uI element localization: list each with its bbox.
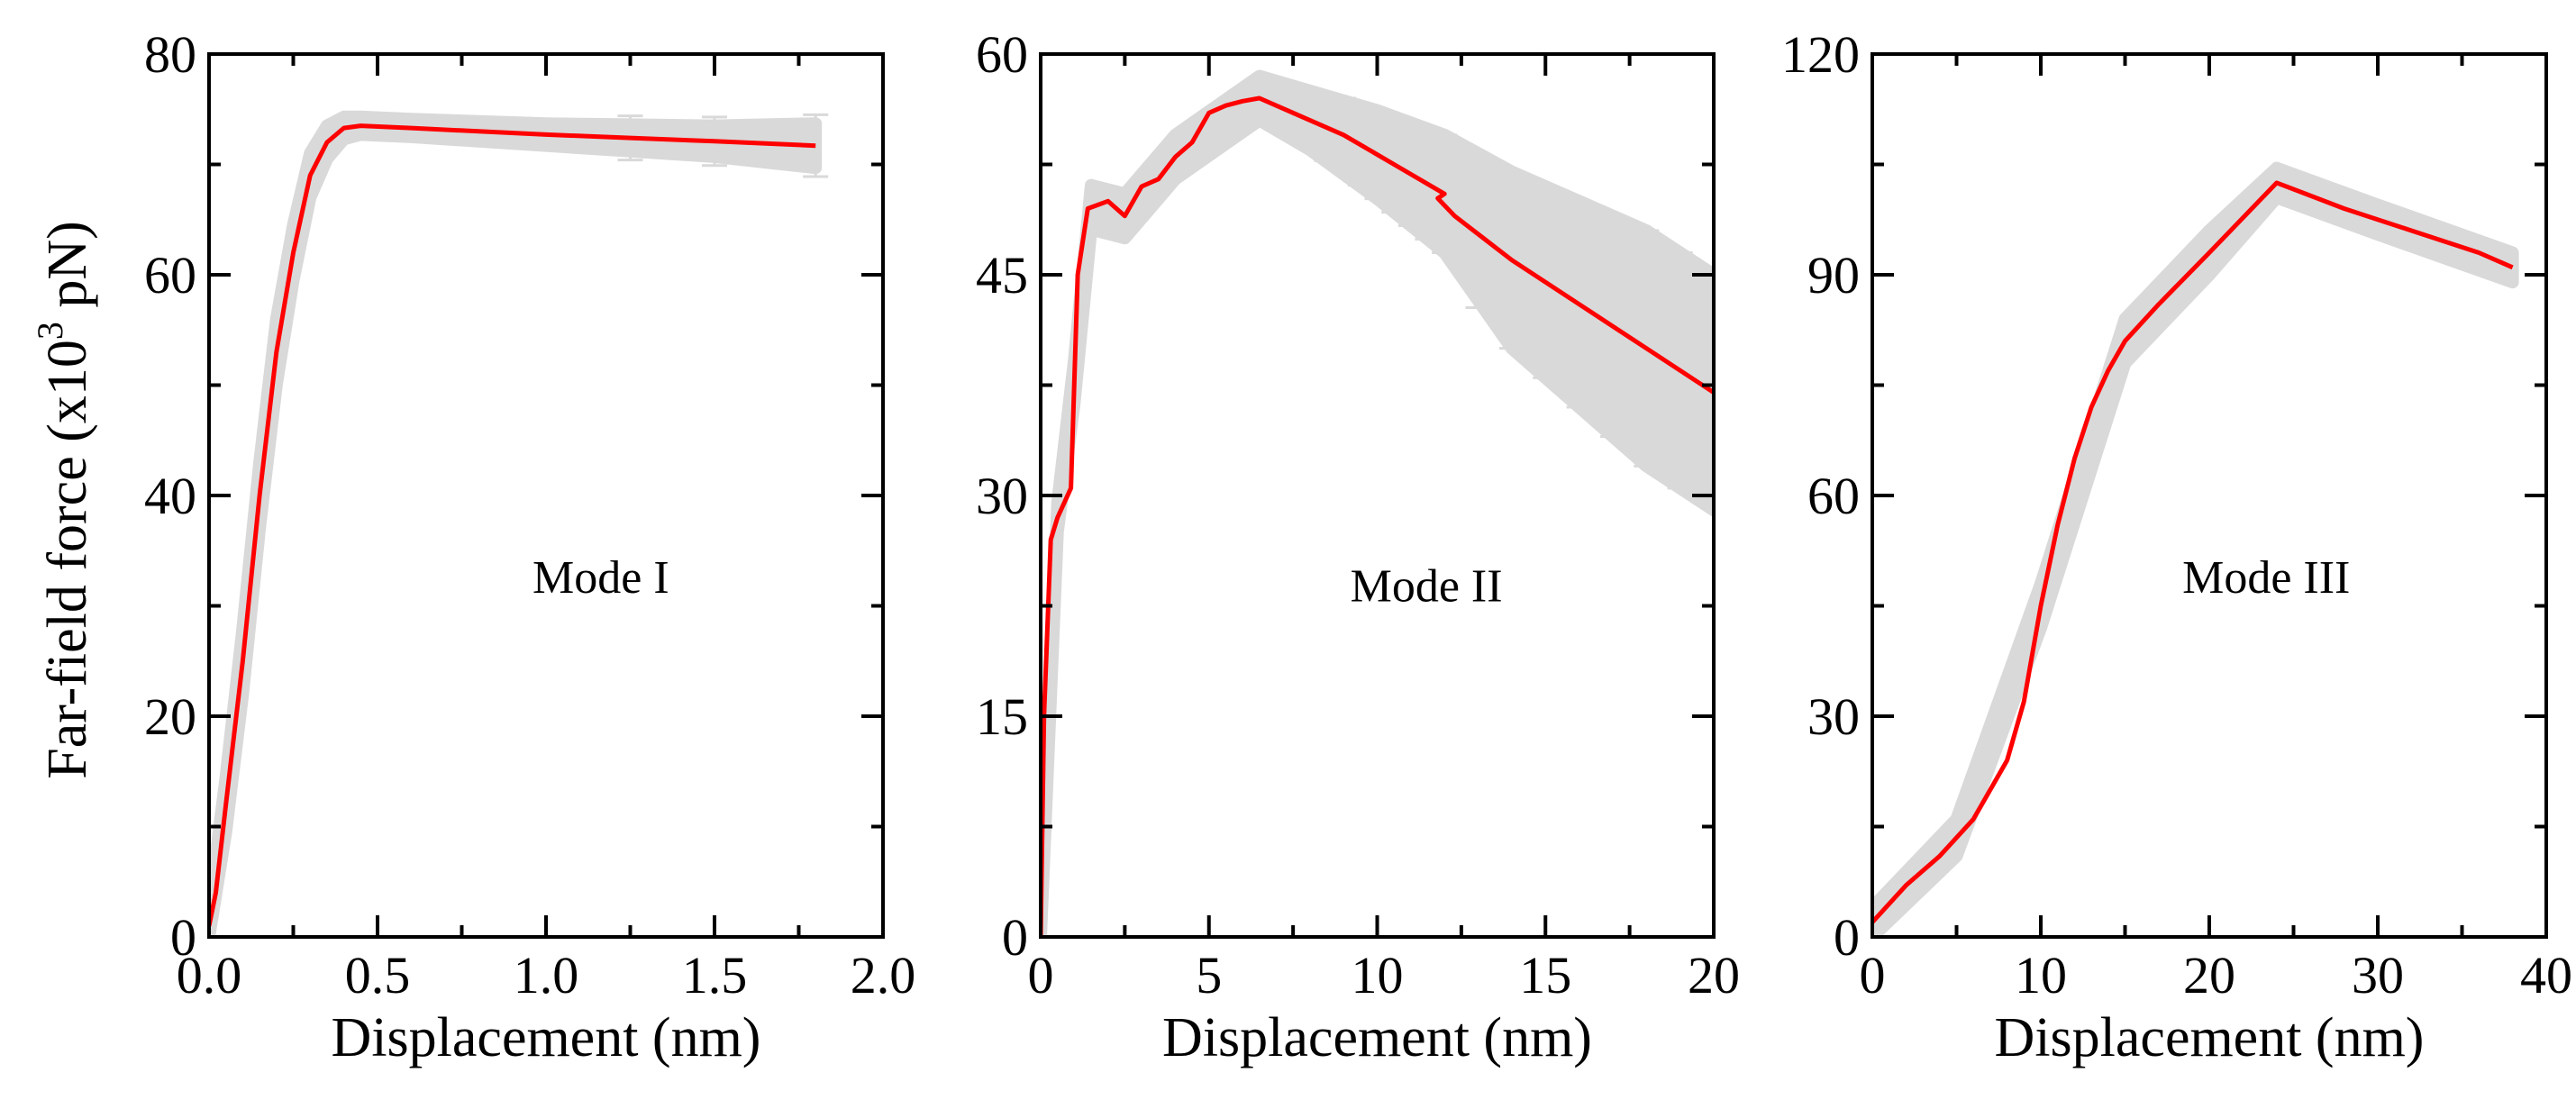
panel-mode-iii: 0 10 20 30 40 0 30 60 90 120 Displacement (nm) Mode… — [1781, 25, 2572, 1068]
y-axis-label-exponent: 3 — [30, 322, 70, 340]
x-tick-label: 20 — [1688, 946, 1740, 1004]
x-tick-label: 40 — [2520, 946, 2572, 1004]
y-tick-label: 40 — [144, 467, 196, 525]
x-axis-label: Displacement (nm) — [332, 1007, 761, 1068]
panel-mode-i: 0.0 0.5 1.0 1.5 2.0 0 20 40 60 80 Displacement (nm… — [144, 25, 915, 1068]
x-tick-label: 1.0 — [514, 946, 579, 1004]
x-tick-label: 0.0 — [177, 946, 242, 1004]
series-line — [1041, 95, 1714, 937]
x-tick-label: 10 — [2015, 946, 2067, 1004]
x-tick-label: 2.0 — [851, 946, 916, 1004]
x-axis-label: Displacement (nm) — [1995, 1007, 2425, 1068]
y-axis-label: Far-field force (x103 pN) — [30, 221, 98, 779]
x-tick-label: 10 — [1352, 946, 1404, 1004]
x-tick-label: 20 — [2183, 946, 2235, 1004]
y-tick-label: 60 — [144, 246, 196, 305]
x-axis-label: Displacement (nm) — [1162, 1007, 1592, 1068]
y-tick-label: 120 — [1781, 25, 1860, 84]
uncertainty-band — [209, 110, 823, 937]
plot-area — [1041, 69, 1714, 937]
x-tick-label: 30 — [2352, 946, 2404, 1004]
uncertainty-band — [1041, 69, 1714, 937]
plot-area — [1872, 161, 2519, 937]
mode-annotation: Mode I — [532, 552, 669, 604]
x-tick-label: 1.5 — [682, 946, 748, 1004]
y-tick-label: 15 — [976, 687, 1028, 746]
x-tick-label: 15 — [1519, 946, 1571, 1004]
y-tick-label: 0 — [170, 908, 196, 967]
y-tick-label: 45 — [976, 246, 1028, 305]
x-tick-label: 0 — [1028, 946, 1054, 1004]
y-axis-label-prefix: Far-field force (x10 — [37, 340, 98, 779]
y-tick-label: 30 — [976, 467, 1028, 525]
x-tick-label: 5 — [1196, 946, 1222, 1004]
y-tick-label: 20 — [144, 687, 196, 746]
mode-annotation: Mode III — [2182, 552, 2350, 604]
series-line — [209, 123, 816, 927]
panel-mode-ii: 0 5 10 15 20 0 15 30 45 60 Displacement (nm) Mode I… — [976, 25, 1740, 1068]
y-tick-label: 60 — [976, 25, 1028, 84]
x-tick-label: 0.5 — [345, 946, 411, 1004]
series-line — [1872, 180, 2514, 924]
y-axis-label-suffix: pN) — [37, 221, 98, 322]
y-tick-label: 0 — [1834, 908, 1860, 967]
y-tick-label: 80 — [144, 25, 196, 84]
y-tick-label: 60 — [1807, 467, 1860, 525]
x-tick-label: 0 — [1860, 946, 1886, 1004]
y-tick-label: 90 — [1807, 246, 1860, 305]
mode-annotation: Mode II — [1351, 561, 1503, 613]
plot-area — [209, 110, 829, 937]
y-tick-label: 30 — [1807, 687, 1860, 746]
y-tick-label: 0 — [1002, 908, 1028, 967]
